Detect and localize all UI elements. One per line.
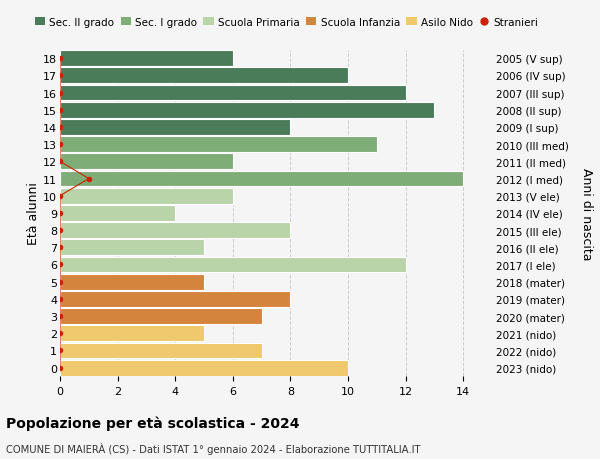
Bar <box>60 51 233 67</box>
Bar <box>60 291 290 307</box>
Text: COMUNE DI MAIERÀ (CS) - Dati ISTAT 1° gennaio 2024 - Elaborazione TUTTITALIA.IT: COMUNE DI MAIERÀ (CS) - Dati ISTAT 1° ge… <box>6 442 421 453</box>
Bar <box>60 343 262 358</box>
Text: Popolazione per età scolastica - 2024: Popolazione per età scolastica - 2024 <box>6 415 299 430</box>
Y-axis label: Anni di nascita: Anni di nascita <box>580 167 593 260</box>
Bar <box>60 85 406 101</box>
Bar <box>60 103 434 118</box>
Bar <box>60 137 377 153</box>
Bar <box>60 257 406 273</box>
Bar <box>60 240 204 256</box>
Bar <box>60 120 290 135</box>
Bar <box>60 68 348 84</box>
Bar <box>60 308 262 324</box>
Bar <box>60 206 175 221</box>
Bar <box>60 171 463 187</box>
Bar <box>60 223 290 239</box>
Bar <box>60 274 204 290</box>
Bar <box>60 154 233 170</box>
Legend: Sec. II grado, Sec. I grado, Scuola Primaria, Scuola Infanzia, Asilo Nido, Stran: Sec. II grado, Sec. I grado, Scuola Prim… <box>31 13 542 32</box>
Bar <box>60 188 233 204</box>
Bar <box>60 360 348 376</box>
Y-axis label: Età alunni: Età alunni <box>28 182 40 245</box>
Bar <box>60 325 204 341</box>
